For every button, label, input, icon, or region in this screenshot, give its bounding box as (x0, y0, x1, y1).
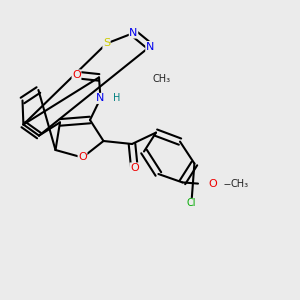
Text: O: O (130, 163, 139, 173)
Text: S: S (103, 38, 110, 49)
Text: —: — (223, 178, 233, 189)
Text: Cl: Cl (187, 198, 196, 208)
Text: N: N (129, 28, 138, 38)
Text: O: O (208, 178, 217, 189)
Text: N: N (96, 93, 105, 103)
Text: CH₃: CH₃ (231, 178, 249, 189)
Text: O: O (72, 70, 81, 80)
Text: H: H (113, 93, 121, 103)
Text: CH₃: CH₃ (153, 74, 171, 84)
Text: N: N (146, 41, 154, 52)
Text: O: O (78, 152, 87, 163)
